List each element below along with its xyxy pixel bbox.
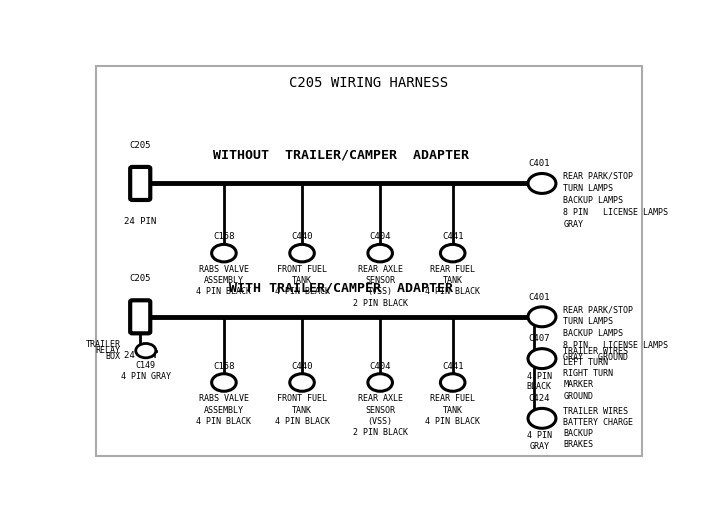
Circle shape bbox=[441, 374, 465, 391]
Circle shape bbox=[368, 245, 392, 262]
Text: C158: C158 bbox=[213, 232, 235, 241]
Text: BATTERY CHARGE: BATTERY CHARGE bbox=[563, 418, 633, 427]
Text: SENSOR: SENSOR bbox=[365, 276, 395, 285]
Text: C441: C441 bbox=[442, 361, 464, 371]
Text: TRAILER WIRES: TRAILER WIRES bbox=[563, 347, 628, 356]
Text: REAR FUEL: REAR FUEL bbox=[431, 265, 475, 274]
Circle shape bbox=[289, 245, 315, 262]
Text: SENSOR: SENSOR bbox=[365, 406, 395, 415]
Text: 2 PIN BLACK: 2 PIN BLACK bbox=[353, 298, 408, 308]
Text: RELAY: RELAY bbox=[96, 346, 121, 355]
Circle shape bbox=[212, 245, 236, 262]
Text: BACKUP LAMPS: BACKUP LAMPS bbox=[563, 329, 624, 338]
Text: GRAY: GRAY bbox=[563, 220, 583, 229]
Text: 4 PIN: 4 PIN bbox=[527, 372, 552, 381]
Text: C404: C404 bbox=[369, 232, 391, 241]
Text: C440: C440 bbox=[292, 232, 312, 241]
Text: GRAY   GROUND: GRAY GROUND bbox=[563, 353, 628, 362]
Text: BACKUP LAMPS: BACKUP LAMPS bbox=[563, 195, 624, 205]
Text: REAR PARK/STOP: REAR PARK/STOP bbox=[563, 305, 633, 314]
Text: BACKUP: BACKUP bbox=[563, 429, 593, 438]
FancyBboxPatch shape bbox=[130, 300, 150, 333]
Text: ASSEMBLY: ASSEMBLY bbox=[204, 406, 244, 415]
Text: TRAILER: TRAILER bbox=[86, 340, 121, 349]
Text: BOX: BOX bbox=[106, 352, 121, 361]
Circle shape bbox=[136, 343, 156, 358]
Text: 4 PIN BLACK: 4 PIN BLACK bbox=[274, 417, 330, 425]
Text: TANK: TANK bbox=[292, 276, 312, 285]
Text: C149: C149 bbox=[136, 361, 156, 370]
Text: REAR AXLE: REAR AXLE bbox=[358, 265, 402, 274]
Text: 4 PIN: 4 PIN bbox=[527, 432, 552, 440]
Text: 2 PIN BLACK: 2 PIN BLACK bbox=[353, 428, 408, 437]
Text: REAR AXLE: REAR AXLE bbox=[358, 394, 402, 403]
Text: C424: C424 bbox=[528, 394, 550, 403]
Text: 4 PIN BLACK: 4 PIN BLACK bbox=[426, 287, 480, 296]
Text: BRAKES: BRAKES bbox=[563, 440, 593, 449]
Text: TANK: TANK bbox=[443, 276, 463, 285]
Circle shape bbox=[441, 245, 465, 262]
Text: 4 PIN BLACK: 4 PIN BLACK bbox=[197, 417, 251, 425]
Text: TANK: TANK bbox=[292, 406, 312, 415]
Text: C440: C440 bbox=[292, 361, 312, 371]
Circle shape bbox=[528, 307, 556, 327]
Circle shape bbox=[528, 174, 556, 193]
Text: MARKER: MARKER bbox=[563, 381, 593, 389]
Text: RABS VALVE: RABS VALVE bbox=[199, 265, 249, 274]
Text: C205: C205 bbox=[130, 141, 151, 149]
Text: C404: C404 bbox=[369, 361, 391, 371]
Text: BLACK: BLACK bbox=[527, 382, 552, 391]
Text: 4 PIN GRAY: 4 PIN GRAY bbox=[121, 372, 171, 381]
Circle shape bbox=[368, 374, 392, 391]
Text: REAR PARK/STOP: REAR PARK/STOP bbox=[563, 172, 633, 181]
Circle shape bbox=[212, 374, 236, 391]
Text: C205: C205 bbox=[130, 274, 151, 283]
Text: ASSEMBLY: ASSEMBLY bbox=[204, 276, 244, 285]
Text: LEFT TURN: LEFT TURN bbox=[563, 358, 608, 367]
Circle shape bbox=[528, 348, 556, 369]
Text: TURN LAMPS: TURN LAMPS bbox=[563, 317, 613, 326]
Text: 24 PIN: 24 PIN bbox=[124, 351, 156, 360]
Text: WITH TRAILER/CAMPER  ADAPTER: WITH TRAILER/CAMPER ADAPTER bbox=[229, 282, 453, 295]
Text: 24 PIN: 24 PIN bbox=[124, 217, 156, 226]
Text: FRONT FUEL: FRONT FUEL bbox=[277, 265, 327, 274]
Text: 8 PIN   LICENSE LAMPS: 8 PIN LICENSE LAMPS bbox=[563, 341, 668, 350]
Text: 4 PIN BLACK: 4 PIN BLACK bbox=[197, 287, 251, 296]
Text: WITHOUT  TRAILER/CAMPER  ADAPTER: WITHOUT TRAILER/CAMPER ADAPTER bbox=[213, 148, 469, 161]
Text: 4 PIN BLACK: 4 PIN BLACK bbox=[426, 417, 480, 425]
Circle shape bbox=[528, 408, 556, 428]
Text: TANK: TANK bbox=[443, 406, 463, 415]
Text: C401: C401 bbox=[528, 159, 550, 169]
Text: TRAILER WIRES: TRAILER WIRES bbox=[563, 407, 628, 416]
Text: TURN LAMPS: TURN LAMPS bbox=[563, 184, 613, 193]
FancyBboxPatch shape bbox=[130, 167, 150, 200]
Text: C407: C407 bbox=[528, 334, 550, 343]
Text: 4 PIN BLACK: 4 PIN BLACK bbox=[274, 287, 330, 296]
Text: REAR FUEL: REAR FUEL bbox=[431, 394, 475, 403]
Text: C158: C158 bbox=[213, 361, 235, 371]
Text: RABS VALVE: RABS VALVE bbox=[199, 394, 249, 403]
Text: GROUND: GROUND bbox=[563, 391, 593, 401]
Circle shape bbox=[289, 374, 315, 391]
Text: C401: C401 bbox=[528, 293, 550, 302]
Text: (VSS): (VSS) bbox=[368, 417, 392, 425]
Text: GRAY: GRAY bbox=[529, 442, 549, 451]
Text: RIGHT TURN: RIGHT TURN bbox=[563, 369, 613, 378]
Text: C205 WIRING HARNESS: C205 WIRING HARNESS bbox=[289, 76, 449, 90]
Text: C441: C441 bbox=[442, 232, 464, 241]
Text: FRONT FUEL: FRONT FUEL bbox=[277, 394, 327, 403]
Text: (VSS): (VSS) bbox=[368, 287, 392, 296]
Text: 8 PIN   LICENSE LAMPS: 8 PIN LICENSE LAMPS bbox=[563, 208, 668, 217]
